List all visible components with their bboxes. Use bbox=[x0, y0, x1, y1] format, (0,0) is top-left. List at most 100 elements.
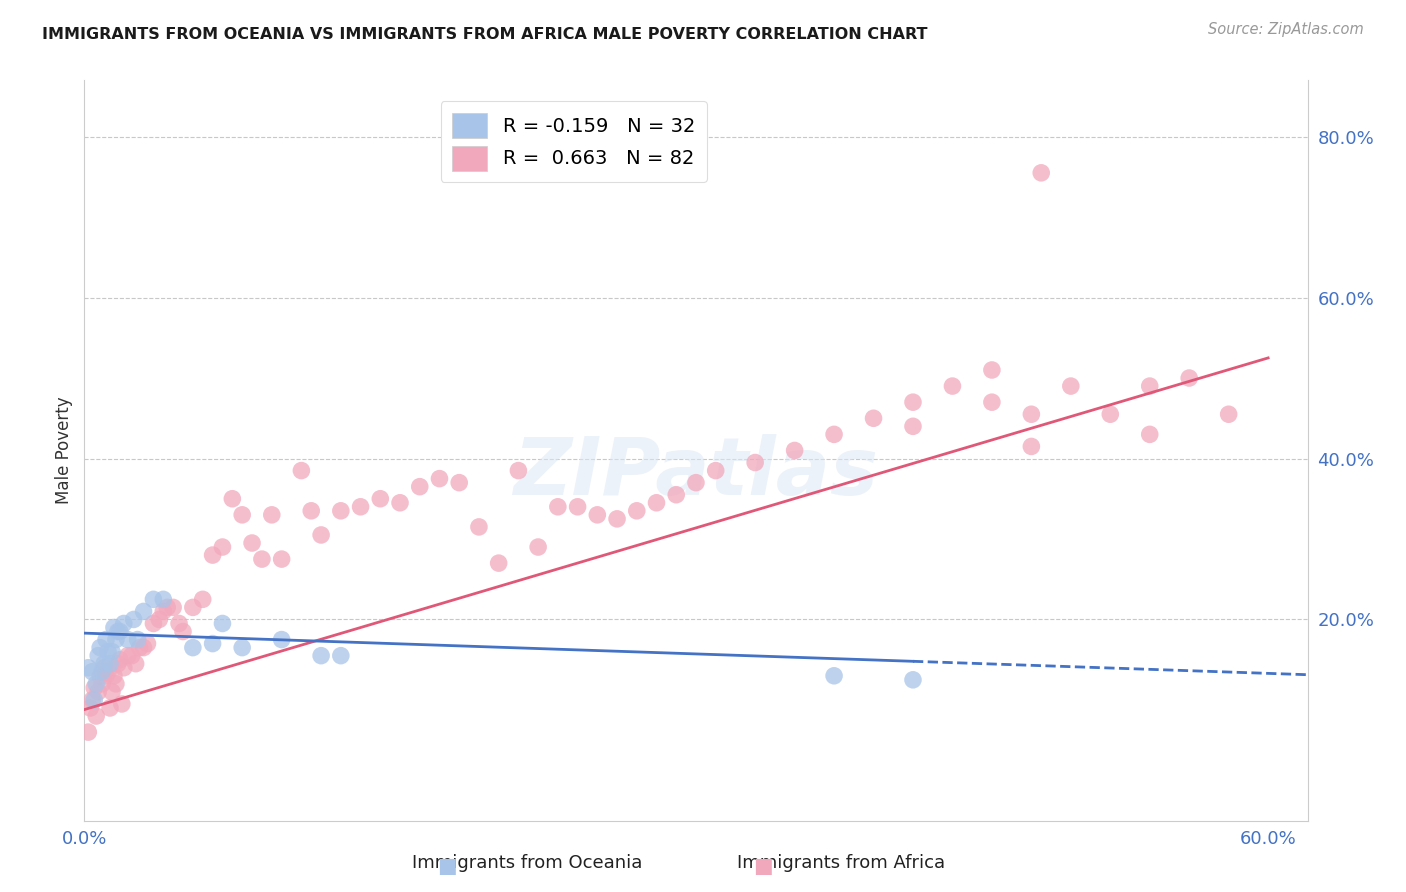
Point bbox=[112, 616, 135, 631]
Y-axis label: Male Poverty: Male Poverty bbox=[55, 397, 73, 504]
Point bbox=[240, 536, 263, 550]
Point bbox=[142, 616, 165, 631]
Point bbox=[77, 725, 100, 739]
Point bbox=[108, 624, 131, 639]
Point bbox=[901, 673, 924, 687]
Point bbox=[1139, 379, 1161, 393]
Point bbox=[108, 653, 131, 667]
Point bbox=[783, 443, 806, 458]
Point bbox=[409, 480, 432, 494]
Text: Immigrants from Oceania: Immigrants from Oceania bbox=[412, 855, 643, 872]
Point bbox=[97, 665, 120, 679]
Point bbox=[167, 616, 190, 631]
Point bbox=[941, 379, 963, 393]
Point bbox=[132, 604, 155, 618]
Point bbox=[107, 657, 129, 671]
Point bbox=[84, 677, 107, 691]
Point bbox=[231, 508, 253, 522]
Point bbox=[98, 657, 121, 671]
Point bbox=[901, 419, 924, 434]
Point bbox=[231, 640, 253, 655]
Point bbox=[94, 632, 117, 647]
Point bbox=[156, 600, 179, 615]
Text: ZIPatlas: ZIPatlas bbox=[513, 434, 879, 512]
Point bbox=[104, 632, 127, 647]
Point bbox=[101, 645, 124, 659]
Point bbox=[508, 464, 530, 478]
Point bbox=[823, 669, 845, 683]
Point bbox=[1099, 407, 1122, 421]
Point bbox=[606, 512, 628, 526]
Point bbox=[389, 496, 412, 510]
Point bbox=[89, 669, 111, 683]
Point bbox=[1060, 379, 1083, 393]
Point bbox=[211, 540, 233, 554]
Point bbox=[468, 520, 491, 534]
Point bbox=[349, 500, 371, 514]
Point bbox=[82, 665, 104, 679]
Point bbox=[201, 637, 224, 651]
Point bbox=[181, 600, 204, 615]
Point bbox=[429, 472, 451, 486]
Point bbox=[87, 685, 110, 699]
Point bbox=[93, 661, 115, 675]
Point bbox=[152, 592, 174, 607]
Point bbox=[665, 488, 688, 502]
Point bbox=[211, 616, 233, 631]
Point bbox=[101, 685, 124, 699]
Point bbox=[112, 661, 135, 675]
Point bbox=[79, 701, 101, 715]
Point bbox=[89, 640, 111, 655]
Point bbox=[626, 504, 648, 518]
Point bbox=[449, 475, 471, 490]
Point bbox=[122, 612, 145, 626]
Point bbox=[128, 640, 150, 655]
Point bbox=[97, 645, 120, 659]
Point bbox=[645, 496, 668, 510]
Point bbox=[83, 681, 105, 695]
Point bbox=[132, 640, 155, 655]
Point bbox=[309, 648, 332, 663]
Point bbox=[368, 491, 391, 506]
Point bbox=[862, 411, 884, 425]
Point bbox=[547, 500, 569, 514]
Point bbox=[191, 592, 214, 607]
Point bbox=[901, 395, 924, 409]
Point bbox=[103, 620, 125, 634]
Point bbox=[83, 693, 105, 707]
Point bbox=[142, 592, 165, 607]
Text: ■: ■ bbox=[754, 856, 773, 876]
Legend: R = -0.159   N = 32, R =  0.663   N = 82: R = -0.159 N = 32, R = 0.663 N = 82 bbox=[440, 101, 707, 182]
Point bbox=[1218, 407, 1240, 421]
Point bbox=[980, 363, 1002, 377]
Point bbox=[181, 640, 204, 655]
Point bbox=[117, 632, 139, 647]
Point bbox=[270, 632, 292, 647]
Text: IMMIGRANTS FROM OCEANIA VS IMMIGRANTS FROM AFRICA MALE POVERTY CORRELATION CHART: IMMIGRANTS FROM OCEANIA VS IMMIGRANTS FR… bbox=[42, 27, 928, 42]
Point bbox=[488, 556, 510, 570]
Point bbox=[136, 637, 159, 651]
Point bbox=[744, 456, 766, 470]
Point bbox=[201, 548, 224, 562]
Text: Source: ZipAtlas.com: Source: ZipAtlas.com bbox=[1208, 22, 1364, 37]
Point bbox=[93, 657, 115, 671]
Point bbox=[148, 612, 170, 626]
Point bbox=[823, 427, 845, 442]
Point bbox=[107, 624, 129, 639]
Point bbox=[84, 709, 107, 723]
Point bbox=[111, 697, 134, 711]
Point bbox=[87, 648, 110, 663]
Point bbox=[309, 528, 332, 542]
Point bbox=[121, 648, 143, 663]
Point bbox=[94, 669, 117, 683]
Point bbox=[91, 665, 114, 679]
Point bbox=[77, 661, 100, 675]
Point bbox=[290, 464, 312, 478]
Point bbox=[586, 508, 609, 522]
Point bbox=[91, 677, 114, 691]
Point bbox=[329, 648, 352, 663]
Point bbox=[1021, 439, 1043, 453]
Point bbox=[329, 504, 352, 518]
Point bbox=[127, 632, 149, 647]
Point bbox=[162, 600, 184, 615]
